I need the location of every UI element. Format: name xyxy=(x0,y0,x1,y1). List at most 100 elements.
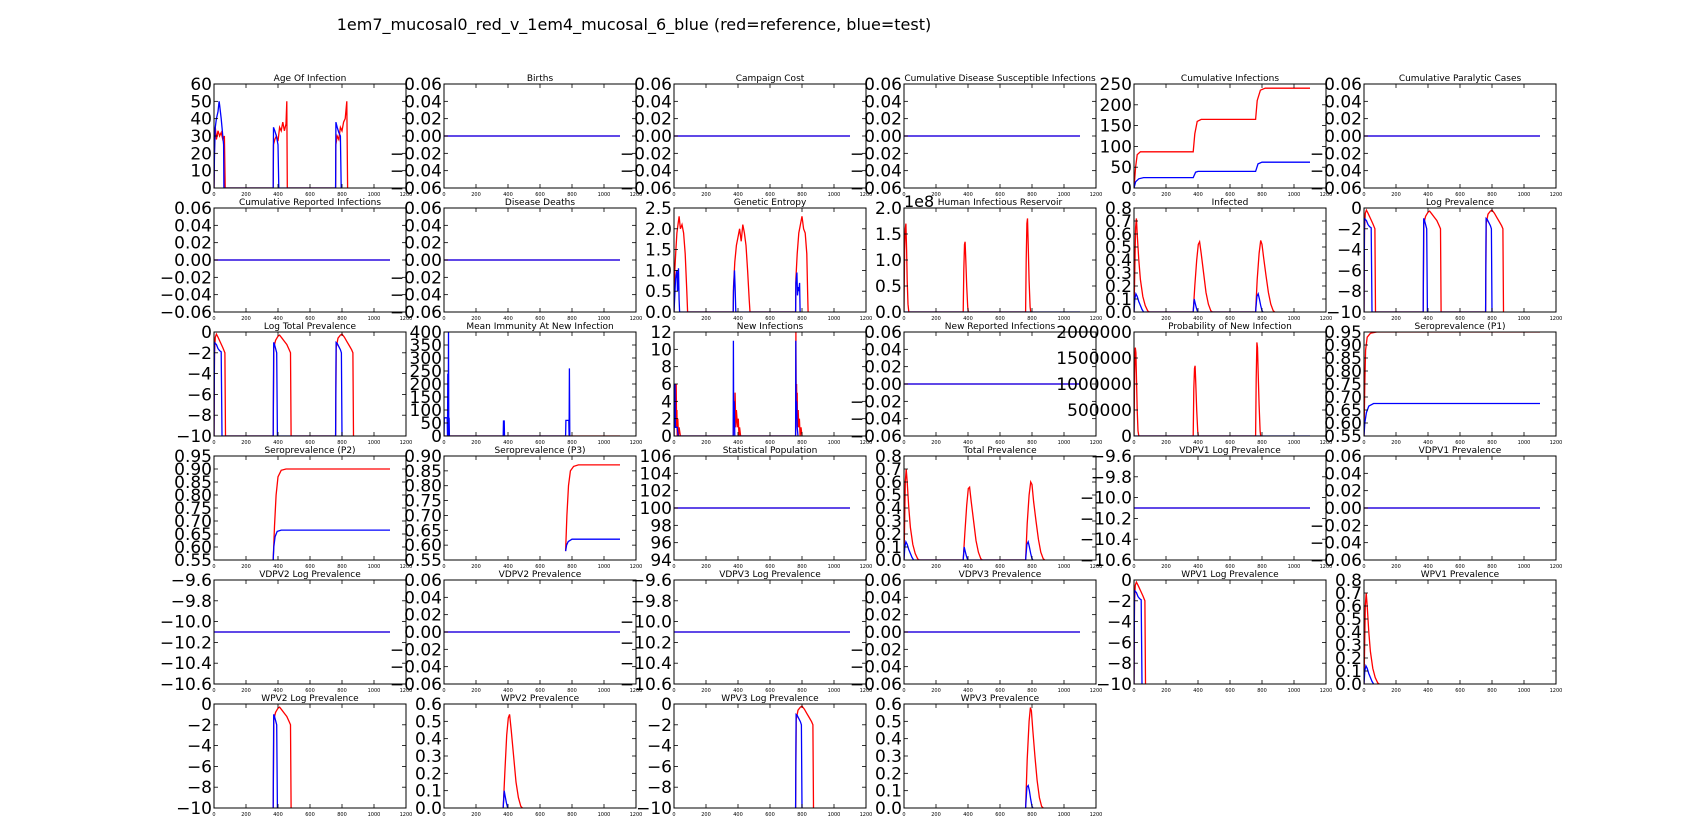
y-tick-label: 10 xyxy=(650,340,672,360)
subplot-title: Human Infectious Reservoir xyxy=(938,198,1063,208)
y-tick-label: −10 xyxy=(1096,675,1132,695)
y-tick-label: 300 xyxy=(410,349,442,369)
y-tick-label: −10.0 xyxy=(1080,489,1132,509)
x-tick-label: 400 xyxy=(1193,440,1203,446)
x-tick-label: 1200 xyxy=(860,564,873,570)
y-tick-label: 0.06 xyxy=(864,571,902,591)
y-tick-label: 0.04 xyxy=(404,92,442,112)
y-tick-label: 0.60 xyxy=(404,536,442,556)
y-tick-label: 0.06 xyxy=(864,323,902,343)
x-tick-label: 1200 xyxy=(1090,812,1103,818)
plot-area xyxy=(272,468,390,560)
y-tick-label: 0.90 xyxy=(174,460,212,480)
y-tick-label: −0.04 xyxy=(390,286,442,306)
y-tick-label: −9.6 xyxy=(171,571,212,591)
x-tick-label: 200 xyxy=(1391,564,1401,570)
x-tick-label: 1000 xyxy=(828,812,841,818)
y-tick-label: 0.3 xyxy=(875,512,902,532)
series-line-test xyxy=(674,268,801,312)
x-tick-label: 0 xyxy=(672,812,675,818)
axes-frame xyxy=(1363,207,1557,313)
x-tick-label: 0 xyxy=(902,316,905,322)
y-tick-label: 0.70 xyxy=(174,512,212,532)
subplot-title: Statistical Population xyxy=(723,446,818,456)
x-tick-label: 1000 xyxy=(1288,316,1301,322)
y-tick-label: 0.02 xyxy=(404,234,442,254)
x-tick-label: 1200 xyxy=(1320,688,1333,694)
x-tick-label: 0 xyxy=(442,440,445,446)
subplot-title: VDPV1 Prevalence xyxy=(1419,446,1502,456)
y-tick-label: 0.55 xyxy=(404,551,442,571)
plot-area xyxy=(1364,592,1380,684)
x-tick-label: 600 xyxy=(1225,440,1235,446)
x-tick-label: 1000 xyxy=(1518,316,1531,322)
x-tick-label: 1000 xyxy=(1058,192,1071,198)
plot-area xyxy=(794,705,815,808)
series-line-reference xyxy=(674,216,809,312)
y-tick-label: 0.1 xyxy=(1335,662,1362,682)
y-tick-label: 0.65 xyxy=(1324,401,1362,421)
x-tick-label: 400 xyxy=(1423,564,1433,570)
x-tick-label: 200 xyxy=(1161,688,1171,694)
series-line-reference xyxy=(214,101,349,188)
axes-frame xyxy=(673,207,867,313)
x-tick-label: 400 xyxy=(733,316,743,322)
y-tick-label: −4 xyxy=(1107,613,1132,633)
x-tick-label: 800 xyxy=(1487,564,1497,570)
y-tick-label: 1500000 xyxy=(1056,349,1132,369)
y-tick-label: 96 xyxy=(650,534,672,554)
y-tick-label: 0.80 xyxy=(404,477,442,497)
x-tick-label: 800 xyxy=(1027,440,1037,446)
y-tick-label: 0.1 xyxy=(415,782,442,802)
x-tick-label: 1200 xyxy=(1550,688,1563,694)
x-tick-label: 200 xyxy=(701,688,711,694)
x-tick-label: 800 xyxy=(797,316,807,322)
y-tick-label: 0.6 xyxy=(415,695,442,715)
x-tick-label: 0 xyxy=(1362,316,1365,322)
y-tick-label: 0.85 xyxy=(1324,349,1362,369)
y-tick-label: −10.6 xyxy=(620,675,672,695)
x-tick-label: 400 xyxy=(503,440,513,446)
plot-area xyxy=(444,332,620,436)
y-tick-label: 0.3 xyxy=(1335,636,1362,656)
y-tick-label: −10.4 xyxy=(1080,530,1132,550)
y-tick-label: 0.5 xyxy=(415,712,442,732)
x-tick-label: 1000 xyxy=(1518,440,1531,446)
x-tick-label: 600 xyxy=(1455,688,1465,694)
series-line-reference xyxy=(502,714,523,808)
x-tick-label: 800 xyxy=(1027,564,1037,570)
x-tick-label: 0 xyxy=(1132,688,1135,694)
x-tick-label: 1000 xyxy=(1518,192,1531,198)
x-tick-label: 200 xyxy=(1161,316,1171,322)
y-tick-label: −10.4 xyxy=(620,654,672,674)
x-tick-label: 600 xyxy=(765,812,775,818)
y-tick-label: −2 xyxy=(1337,220,1362,240)
subplot: 0.550.600.650.700.750.800.850.900.95 0 200… xyxy=(174,446,412,571)
axes-frame xyxy=(673,331,867,437)
x-tick-label: 600 xyxy=(1225,688,1235,694)
x-tick-label: 0 xyxy=(672,316,675,322)
subplot-title: VDPV1 Log Prevalence xyxy=(1179,446,1281,456)
x-tick-label: 1000 xyxy=(1058,316,1071,322)
x-tick-label: 200 xyxy=(1161,192,1171,198)
y-tick-label: −0.02 xyxy=(390,144,442,164)
x-tick-label: 1000 xyxy=(828,564,841,570)
y-tick-label: −6 xyxy=(1107,633,1132,653)
series-line-reference xyxy=(1364,592,1380,684)
x-tick-label: 1200 xyxy=(630,192,643,198)
subplot-title: Total Prevalence xyxy=(962,446,1037,456)
subplot: −0.06−0.04−0.020.000.020.040.06 0 200 400 60… xyxy=(390,570,642,695)
x-tick-label: 800 xyxy=(1487,440,1497,446)
plot-area xyxy=(214,332,355,436)
x-tick-label: 1200 xyxy=(630,812,643,818)
plot-area xyxy=(1134,218,1276,312)
x-tick-label: 400 xyxy=(273,564,283,570)
y-tick-label: 0.3 xyxy=(1105,264,1132,284)
x-tick-label: 400 xyxy=(1193,316,1203,322)
x-tick-label: 1000 xyxy=(598,440,611,446)
y-tick-label: 400 xyxy=(410,323,442,343)
y-tick-label: 0.04 xyxy=(404,588,442,608)
y-tick-label: 2.0 xyxy=(645,220,672,240)
